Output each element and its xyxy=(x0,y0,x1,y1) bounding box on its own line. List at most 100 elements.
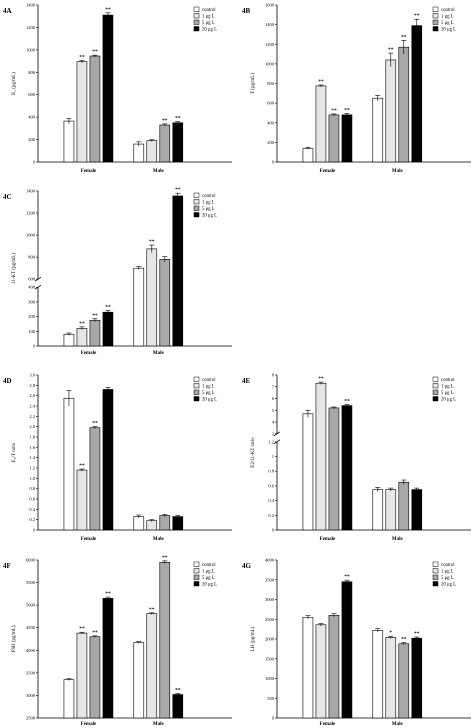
category-label-female: Female xyxy=(320,722,336,727)
y-axis-label: LH (pg/mL) xyxy=(251,626,256,651)
significance-mark: ** xyxy=(92,49,98,55)
significance-mark: ** xyxy=(318,79,324,85)
y-tick-label: 1000 xyxy=(265,676,275,681)
category-label-female: Female xyxy=(81,351,97,356)
legend-label: 5 μg L xyxy=(441,576,454,581)
y-tick-label: 1.6 xyxy=(29,445,35,450)
y-axis-label: E₂ (pg/mL) xyxy=(12,72,17,95)
bar-4a-female-s0 xyxy=(63,120,75,163)
bar-4a-male-s3 xyxy=(172,122,184,163)
bar-4e-male-s3 xyxy=(411,489,423,531)
y-tick-label: 4000 xyxy=(265,558,275,563)
legend-label: 20 μg L xyxy=(441,583,456,588)
y-tick-label: 6000 xyxy=(26,558,36,563)
bar-4b-male-s1 xyxy=(385,59,397,163)
y-tick-label: 7 xyxy=(272,384,275,389)
bar-4e-female-s2 xyxy=(328,407,340,531)
bar-4f-male-s3 xyxy=(172,694,184,719)
bar-4b-female-s2 xyxy=(328,114,340,163)
y-tick-label: 800 xyxy=(28,255,36,260)
legend-swatch xyxy=(193,19,200,25)
y-tick-label: 2.4 xyxy=(29,404,35,409)
y-tick-label: 3500 xyxy=(265,577,275,582)
legend-swatch xyxy=(193,13,200,19)
legend-swatch xyxy=(432,13,439,19)
bar-4d-female-s3 xyxy=(102,389,114,531)
significance-mark: ** xyxy=(149,239,155,245)
legend-label: control xyxy=(202,563,216,568)
significance-mark: ** xyxy=(175,688,181,694)
category-label-male: Male xyxy=(153,351,165,356)
bar-4d-female-s1 xyxy=(76,469,88,531)
y-tick-label: 1000 xyxy=(26,233,36,238)
legend-label: 1 μg L xyxy=(202,15,215,20)
panel-label: 4E xyxy=(242,377,251,385)
legend-label: control xyxy=(202,194,216,199)
y-tick-label: 5500 xyxy=(26,580,36,585)
bar-4g-male-s1 xyxy=(385,637,397,719)
y-tick-label: 0.6 xyxy=(29,497,35,502)
bar-4d-female-s2 xyxy=(89,427,101,531)
legend-label: 1 μg L xyxy=(202,385,215,390)
legend-label: 5 μg L xyxy=(441,21,454,26)
y-tick-label: 400 xyxy=(28,115,36,120)
bar-4a-female-s1 xyxy=(76,61,88,163)
y-tick-label: 1.8 xyxy=(29,435,35,440)
bar-4c-male-s2 xyxy=(159,259,171,347)
y-tick-label: 6 xyxy=(272,396,275,401)
significance-mark: ** xyxy=(79,463,85,469)
legend-swatch xyxy=(193,376,200,382)
significance-mark: ** xyxy=(105,7,111,13)
panel-4d: 4D 0 0.2 0.4 0.6 0.8 1.0 1.2 1.4 1.6 1.8 2.0 2.2 2.4 2… xyxy=(3,373,232,542)
legend-swatch xyxy=(193,26,200,32)
category-label-female: Female xyxy=(81,722,97,727)
y-tick-label: 3000 xyxy=(265,597,275,602)
legend-label: control xyxy=(441,378,455,383)
y-tick-label: 3000 xyxy=(26,693,36,698)
legend-swatch xyxy=(432,396,439,402)
y-tick-label: 1200 xyxy=(26,25,36,30)
y-tick-label: 1.2 xyxy=(29,466,35,471)
bar-4e-male-s2 xyxy=(398,481,410,531)
legend-swatch xyxy=(432,561,439,567)
category-label-female: Female xyxy=(320,169,336,174)
legend-swatch xyxy=(193,199,200,205)
legend-swatch xyxy=(193,561,200,567)
bar-4e-female-s0 xyxy=(302,413,314,531)
legend-swatch xyxy=(193,568,200,574)
legend-swatch xyxy=(432,574,439,580)
panel-label: 4C xyxy=(3,193,12,201)
bar-4f-male-s0 xyxy=(133,642,145,719)
y-tick-label: 1600 xyxy=(265,3,275,8)
bar-4d-female-s0 xyxy=(63,397,75,531)
bar-4g-male-s0 xyxy=(372,630,384,719)
y-tick-label: 0.2 xyxy=(29,517,35,522)
legend-label: 5 μg L xyxy=(202,391,215,396)
panel-4g: 4G 0 500 1000 1500 2000 2500 3000 3500 4000 LH (pg… xyxy=(242,558,471,727)
legend-label: 20 μg L xyxy=(202,583,217,588)
legend-swatch xyxy=(193,396,200,402)
y-tick-label: 1500 xyxy=(265,656,275,661)
y-tick-label: 3.0 xyxy=(29,373,35,378)
bar-4b-female-s3 xyxy=(341,114,353,163)
bar-4d-male-s0 xyxy=(133,516,145,531)
y-tick-label: 1.2 xyxy=(268,439,274,444)
y-tick-label: 500 xyxy=(267,696,275,701)
bar-4g-female-s3 xyxy=(341,581,353,719)
bar-4f-female-s1 xyxy=(76,632,88,719)
y-tick-label: 5000 xyxy=(26,603,36,608)
category-label-male: Male xyxy=(153,537,165,542)
y-tick-label: 0 xyxy=(272,528,275,533)
significance-mark: ** xyxy=(388,47,394,53)
significance-mark: ** xyxy=(401,637,407,643)
legend-label: 1 μg L xyxy=(441,385,454,390)
bar-4d-male-s3 xyxy=(172,516,184,531)
category-label-female: Female xyxy=(81,537,97,542)
y-tick-label: 1000 xyxy=(26,47,36,52)
y-tick-label: 1400 xyxy=(265,22,275,27)
legend-label: 5 μg L xyxy=(202,576,215,581)
panel-4c: 4C 600 800 1000 1200 1400 0 100 200 300 400 11-KT (… xyxy=(3,187,232,356)
bar-4a-male-s2 xyxy=(159,124,171,163)
bar-4a-male-s0 xyxy=(133,143,145,163)
significance-mark: ** xyxy=(79,321,85,327)
